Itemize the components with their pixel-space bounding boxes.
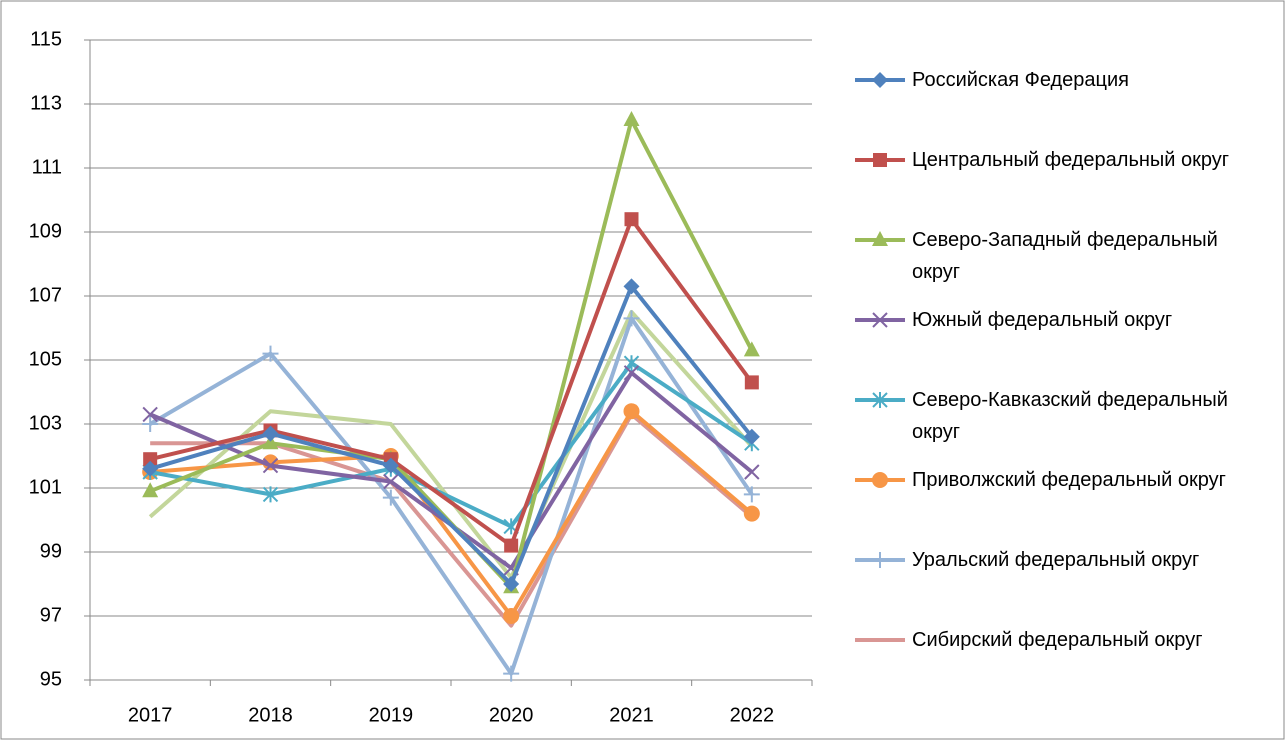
- y-tick-label: 105: [29, 348, 62, 370]
- marker: [743, 428, 760, 445]
- marker: [262, 434, 279, 450]
- y-tick-label: 111: [32, 156, 62, 178]
- legend-label: Приволжский федеральный округ: [912, 469, 1226, 491]
- series-line: [149, 316, 754, 676]
- y-tick-label: 115: [30, 28, 62, 50]
- marker: [262, 425, 279, 442]
- series-line: [149, 361, 753, 529]
- y-tick-label: 109: [29, 220, 62, 242]
- x-tick-label: 2021: [609, 704, 654, 726]
- x-tick-label: 2020: [489, 704, 534, 726]
- marker: [382, 457, 399, 474]
- marker: [743, 341, 760, 357]
- marker: [262, 345, 279, 362]
- series-line: [150, 409, 754, 618]
- marker: [623, 111, 640, 126]
- legend-label: Уральский федеральный округ: [912, 549, 1200, 571]
- marker: [504, 538, 519, 553]
- marker: [262, 486, 279, 503]
- legend-label: Северо-Кавказский федеральный округ: [912, 389, 1228, 443]
- y-tick-label: 101: [29, 476, 62, 498]
- legend-label: Южный федеральный округ: [912, 309, 1173, 331]
- marker: [142, 482, 159, 498]
- marker: [743, 486, 760, 503]
- marker: [623, 403, 640, 420]
- y-tick-label: 113: [30, 92, 62, 114]
- marker: [872, 472, 888, 488]
- marker: [142, 460, 159, 477]
- marker: [383, 473, 399, 490]
- y-tick-label: 99: [40, 540, 62, 562]
- marker: [623, 365, 640, 381]
- marker: [142, 406, 158, 423]
- x-tick-label: 2019: [369, 704, 414, 726]
- marker: [503, 608, 520, 624]
- legend-label: Северо-Западный федеральный округ: [912, 229, 1218, 283]
- marker: [744, 375, 759, 390]
- legend-label: Сибирский федеральный округ: [912, 629, 1203, 651]
- legend-label: Центральный федеральный округ: [912, 149, 1230, 171]
- x-tick-label: 2017: [128, 704, 173, 726]
- marker: [872, 552, 888, 568]
- marker: [382, 489, 399, 506]
- marker: [872, 72, 888, 88]
- y-tick-label: 95: [40, 668, 62, 690]
- marker: [744, 464, 760, 480]
- marker: [623, 278, 640, 295]
- marker: [872, 312, 888, 328]
- marker: [873, 153, 887, 167]
- series-line: [149, 217, 754, 548]
- marker: [262, 457, 279, 474]
- marker: [503, 576, 520, 592]
- marker: [624, 212, 639, 227]
- marker: [872, 392, 888, 408]
- marker: [503, 665, 520, 682]
- y-tick-label: 97: [40, 604, 62, 626]
- marker: [623, 310, 640, 327]
- x-tick-label: 2022: [730, 704, 775, 726]
- marker: [872, 231, 888, 246]
- y-tick-label: 107: [29, 284, 62, 306]
- legend-label: Российская Федерация: [912, 69, 1130, 91]
- x-tick-label: 2018: [248, 704, 293, 726]
- series-line: [150, 412, 754, 628]
- marker: [142, 416, 159, 432]
- y-tick-label: 103: [29, 412, 62, 434]
- marker: [743, 505, 760, 522]
- series-line: [149, 284, 754, 586]
- marker: [143, 452, 158, 467]
